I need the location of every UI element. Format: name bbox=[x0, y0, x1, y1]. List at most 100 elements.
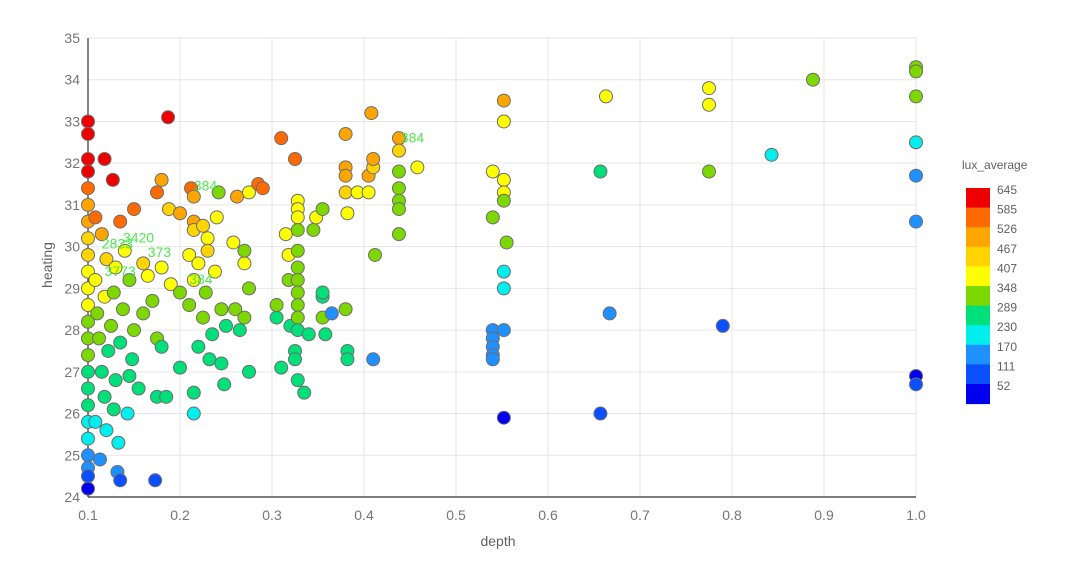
data-point bbox=[81, 431, 95, 446]
data-point bbox=[106, 402, 121, 417]
data-point bbox=[108, 260, 123, 275]
data-point bbox=[81, 398, 95, 413]
data-point bbox=[318, 327, 333, 342]
data-point bbox=[120, 406, 135, 421]
data-point bbox=[94, 227, 109, 242]
data-point bbox=[150, 185, 164, 200]
legend-label: 230 bbox=[997, 320, 1017, 334]
data-point bbox=[702, 97, 716, 112]
data-point bbox=[88, 414, 103, 429]
data-point bbox=[242, 281, 256, 296]
data-point bbox=[81, 381, 95, 396]
data-point bbox=[228, 302, 243, 317]
legend-swatch bbox=[966, 325, 990, 346]
legend-label: 585 bbox=[997, 203, 1017, 217]
x-tick-label: 0.9 bbox=[814, 507, 834, 523]
point-label: 384 bbox=[401, 129, 425, 145]
data-point bbox=[154, 172, 169, 187]
data-point bbox=[290, 210, 305, 225]
data-point bbox=[81, 152, 95, 167]
data-point bbox=[702, 164, 716, 179]
data-point bbox=[200, 243, 215, 258]
data-point bbox=[88, 210, 103, 225]
x-tick-label: 0.8 bbox=[722, 507, 742, 523]
data-point bbox=[196, 310, 210, 325]
data-point bbox=[338, 185, 353, 200]
data-point bbox=[88, 273, 103, 288]
y-tick-label: 29 bbox=[64, 280, 80, 296]
legend-label: 348 bbox=[997, 281, 1017, 295]
data-point bbox=[909, 214, 923, 229]
data-point bbox=[92, 331, 107, 346]
data-point bbox=[186, 273, 201, 288]
data-point bbox=[485, 210, 500, 225]
data-point bbox=[186, 189, 201, 204]
data-point bbox=[496, 264, 511, 279]
data-point bbox=[200, 231, 215, 246]
y-tick-label: 31 bbox=[64, 197, 80, 213]
data-point bbox=[131, 381, 146, 396]
point-label: 373 bbox=[148, 244, 172, 260]
data-point bbox=[340, 206, 355, 221]
x-tick-label: 0.6 bbox=[538, 507, 558, 523]
data-point bbox=[111, 435, 126, 450]
data-point bbox=[274, 131, 289, 146]
legend-swatch bbox=[966, 207, 990, 228]
legend-swatch bbox=[966, 305, 990, 326]
data-point bbox=[242, 364, 256, 379]
legend-items: 645 585 526 467 407 348 289 230 170 111 52 bbox=[966, 183, 1017, 405]
legend-swatch bbox=[966, 344, 990, 365]
data-point bbox=[113, 473, 128, 488]
data-point bbox=[715, 318, 730, 333]
data-point bbox=[81, 181, 95, 196]
data-point bbox=[108, 373, 123, 388]
data-point bbox=[364, 106, 379, 121]
data-point bbox=[81, 348, 95, 363]
data-point bbox=[154, 339, 169, 354]
data-point bbox=[255, 181, 270, 196]
legend-swatch bbox=[966, 384, 990, 405]
data-point bbox=[230, 189, 245, 204]
data-point bbox=[301, 327, 316, 342]
data-point bbox=[290, 222, 305, 237]
data-point bbox=[290, 243, 305, 258]
data-point bbox=[340, 352, 355, 367]
data-point bbox=[211, 185, 226, 200]
data-point bbox=[593, 164, 608, 179]
y-tick-label: 27 bbox=[64, 364, 80, 380]
data-point bbox=[306, 222, 321, 237]
data-point bbox=[290, 310, 305, 325]
data-point bbox=[214, 356, 229, 371]
data-point bbox=[242, 185, 256, 200]
point-labels: 3420 384 2833 373 3773 384 384 bbox=[102, 129, 425, 287]
data-point bbox=[410, 160, 425, 175]
data-point bbox=[226, 235, 241, 250]
data-point bbox=[288, 352, 302, 367]
data-point bbox=[154, 260, 169, 275]
data-point bbox=[148, 473, 163, 488]
data-point bbox=[366, 352, 381, 367]
x-tick-label: 0.5 bbox=[446, 507, 466, 523]
data-point bbox=[191, 339, 206, 354]
data-point bbox=[97, 389, 112, 404]
legend-label: 289 bbox=[997, 301, 1017, 315]
legend-swatch bbox=[966, 364, 990, 385]
point-label: 2833 bbox=[102, 236, 133, 252]
data-point bbox=[909, 377, 923, 392]
data-point bbox=[217, 377, 232, 392]
point-label: 3773 bbox=[105, 263, 136, 279]
x-tick-label: 0.2 bbox=[170, 507, 190, 523]
data-point bbox=[163, 277, 178, 292]
data-point bbox=[269, 310, 284, 325]
data-point bbox=[182, 247, 197, 262]
data-point bbox=[202, 352, 217, 367]
data-point bbox=[391, 164, 406, 179]
data-point bbox=[315, 285, 330, 300]
data-point bbox=[81, 481, 95, 496]
data-point bbox=[122, 368, 137, 383]
data-point bbox=[288, 152, 302, 167]
data-point bbox=[290, 260, 305, 275]
data-point bbox=[485, 352, 500, 367]
data-point bbox=[99, 423, 114, 438]
